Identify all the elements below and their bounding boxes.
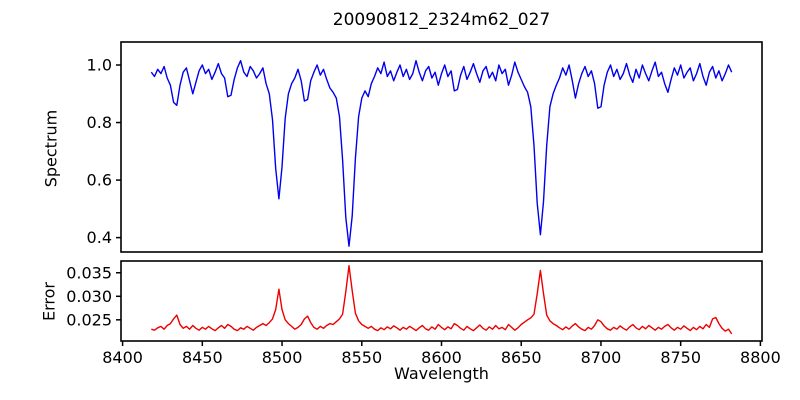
chart-title: 20090812_2324m62_027: [332, 10, 551, 30]
x-tick-label: 8550: [341, 348, 382, 367]
x-tick-label: 8450: [182, 348, 223, 367]
spectrum-y-tick-label: 0.8: [87, 113, 112, 132]
x-tick-label: 8650: [501, 348, 542, 367]
x-tick-label: 8400: [102, 348, 143, 367]
spectrum-panel-border: [120, 41, 763, 253]
x-tick-label: 8800: [740, 348, 781, 367]
error-panel-border: [120, 260, 763, 342]
spectrum-line: [150, 60, 733, 247]
x-tick-label: 8600: [421, 348, 462, 367]
spectrum-y-tick-label: 0.4: [87, 228, 112, 247]
x-tick-label: 8500: [262, 348, 303, 367]
error-y-tick-label: 0.030: [66, 287, 112, 306]
x-tick-label: 8750: [660, 348, 701, 367]
x-tick-label: 8700: [581, 348, 622, 367]
error-y-tick-label: 0.025: [66, 310, 112, 329]
error-y-tick-label: 0.035: [66, 263, 112, 282]
x-axis-label: Wavelength: [394, 364, 489, 383]
spectrum-y-tick-label: 0.6: [87, 171, 112, 190]
spectrum-y-tick-label: 1.0: [87, 56, 112, 75]
error-line: [151, 265, 733, 335]
